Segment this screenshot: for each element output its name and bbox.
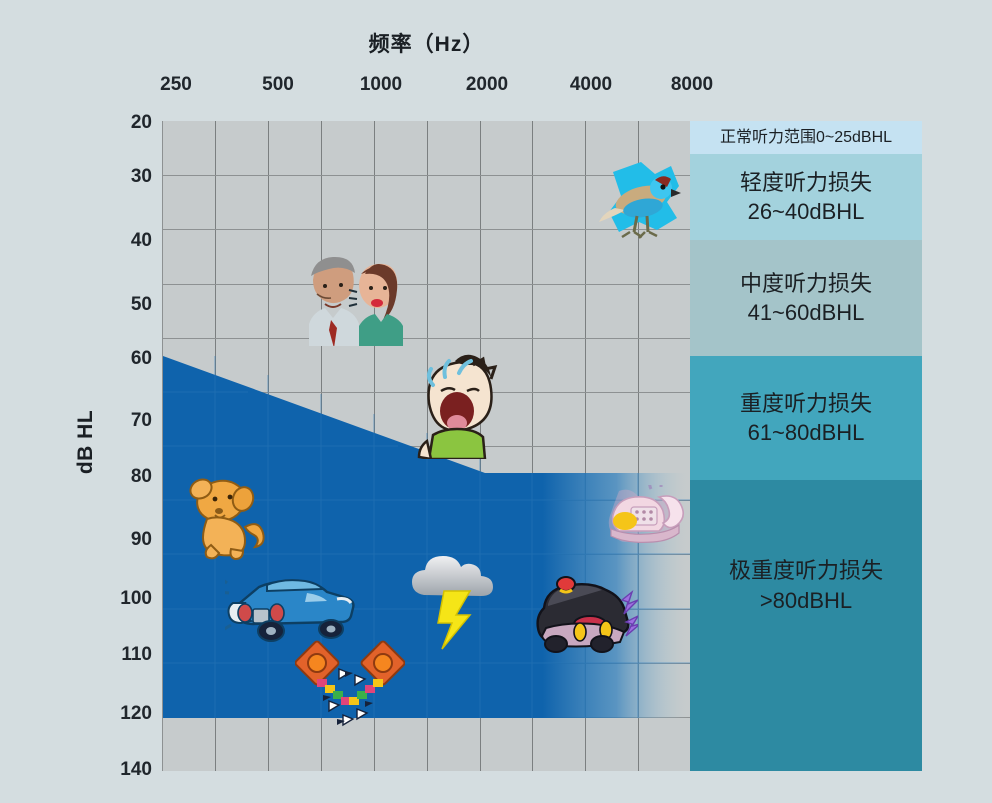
- y-axis-line: [162, 121, 163, 771]
- y-tick-label-40: 40: [130, 230, 152, 251]
- y-tick-label-90: 90: [130, 529, 152, 550]
- crying-child-icon: [411, 347, 505, 459]
- y-tick-label-70: 70: [130, 410, 152, 431]
- gridline-horizontal: [163, 392, 690, 393]
- x-tick-label-2000: 2000: [465, 74, 509, 95]
- thunder-cloud-icon: [408, 551, 500, 651]
- legend-band-moderate-range: 41~60dBHL: [747, 300, 865, 325]
- legend-band-mild-label: 轻度听力损失: [739, 169, 872, 195]
- legend-band-severe: 重度听力损失 61~80dBHL: [690, 356, 922, 480]
- legend-band-severe-label: 重度听力损失: [739, 390, 872, 416]
- gridline-horizontal: [163, 338, 690, 339]
- x-axis-title: 频率（Hz）: [368, 33, 485, 56]
- bird-icon: [597, 156, 689, 244]
- gridline-horizontal: [163, 284, 690, 285]
- y-tick-label-80: 80: [130, 466, 152, 487]
- x-tick-label-250: 250: [160, 74, 192, 95]
- y-tick-label-100: 100: [120, 588, 152, 609]
- dog-icon: [185, 475, 273, 561]
- legend-band-normal-label: 正常听力范围0~25dBHL: [719, 128, 893, 146]
- firecrackers-icon: [295, 639, 405, 729]
- y-tick-label-30: 30: [130, 166, 152, 187]
- gridline-horizontal: [163, 175, 690, 176]
- telephone-icon: [601, 485, 690, 553]
- x-tick-label-4000: 4000: [569, 74, 613, 95]
- legend-band-severe-range: 61~80dBHL: [747, 420, 865, 445]
- y-axis-title: dB HL: [74, 409, 97, 475]
- y-tick-label-20: 20: [130, 112, 152, 133]
- severity-legend: 正常听力范围0~25dBHL 轻度听力损失 26~40dBHL 中度听力损失 4…: [690, 121, 922, 771]
- x-tick-label-8000: 8000: [670, 74, 714, 95]
- y-tick-label-120: 120: [120, 703, 152, 724]
- legend-band-normal: 正常听力范围0~25dBHL: [690, 121, 922, 154]
- x-tick-label-500: 500: [262, 74, 294, 95]
- y-tick-label-60: 60: [130, 348, 152, 369]
- plot-area: [163, 121, 690, 771]
- legend-band-profound-range: >80dBHL: [759, 587, 853, 613]
- y-tick-label-50: 50: [130, 294, 152, 315]
- legend-band-profound-label: 极重度听力损失: [728, 558, 883, 584]
- x-tick-label-1000: 1000: [359, 74, 403, 95]
- legend-band-moderate-label: 中度听力损失: [739, 270, 872, 296]
- legend-band-moderate: 中度听力损失 41~60dBHL: [690, 240, 922, 356]
- legend-band-profound: 极重度听力损失 >80dBHL: [690, 480, 922, 771]
- legend-band-mild: 轻度听力损失 26~40dBHL: [690, 154, 922, 240]
- talking-people-icon: [303, 250, 403, 346]
- gridline-horizontal: [163, 229, 690, 230]
- y-tick-label-140: 140: [120, 759, 152, 780]
- emergency-vehicle-icon: [530, 576, 638, 654]
- y-tick-label-110: 110: [121, 644, 152, 665]
- legend-band-mild-range: 26~40dBHL: [747, 199, 865, 224]
- car-icon: [225, 571, 355, 643]
